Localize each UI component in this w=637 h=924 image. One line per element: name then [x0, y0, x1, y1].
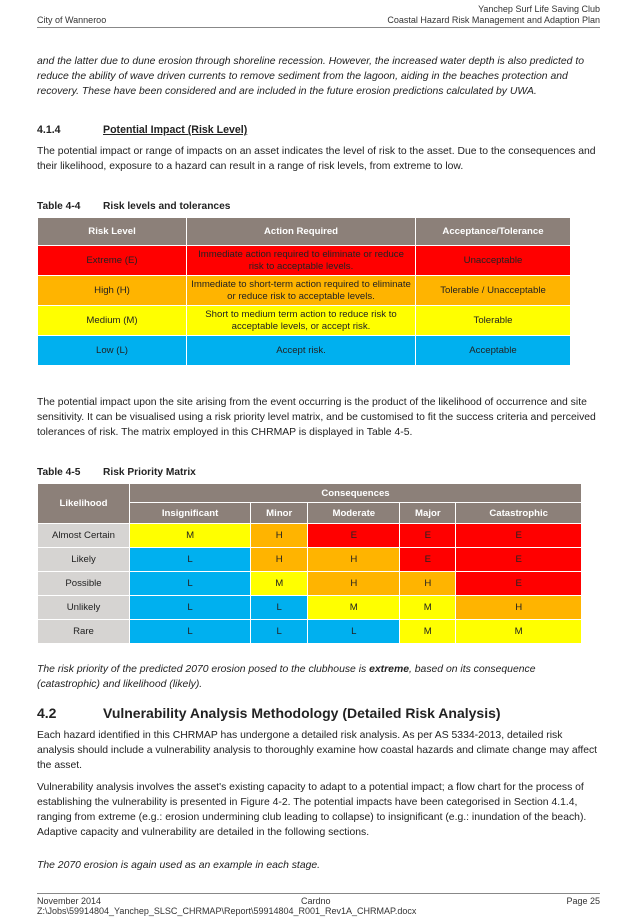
header-divider	[37, 27, 600, 28]
table-4-5-caption: Table 4-5 Risk Priority Matrix	[37, 467, 600, 478]
header-client: City of Wanneroo	[37, 15, 107, 25]
matrix-row: Possible L M H H E	[37, 571, 582, 596]
caption-number: Table 4-4	[37, 201, 81, 212]
section-number: 4.2	[37, 705, 57, 721]
matrix-row: Almost Certain M H E E E	[37, 523, 582, 548]
matrix-cell: E	[399, 523, 457, 548]
matrix-cell: M	[455, 619, 582, 644]
risk-tolerance-cell: Tolerable / Unacceptable	[415, 275, 571, 306]
risk-tolerance-cell: Acceptable	[415, 335, 571, 366]
risk-tolerance-cell: Tolerable	[415, 305, 571, 336]
matrix-cell: H	[307, 547, 401, 572]
matrix-cell: M	[399, 595, 457, 620]
matrix-row: Unlikely L L M M H	[37, 595, 582, 620]
matrix-cell: M	[250, 571, 309, 596]
matrix-row: Rare L L L M M	[37, 619, 582, 644]
risk-levels-table: Risk Level Action Required Acceptance/To…	[37, 217, 571, 366]
footer-divider	[37, 893, 600, 894]
matrix-cell: L	[307, 619, 401, 644]
likelihood-label: Rare	[37, 619, 130, 644]
risk-note-bold: extreme	[369, 664, 409, 675]
risk-level-row: Extreme (E) Immediate action required to …	[37, 245, 571, 276]
matrix-cell: E	[307, 523, 401, 548]
footer-company: Cardno	[301, 896, 331, 906]
header-project-line1: Yanchep Surf Life Saving Club	[478, 4, 600, 14]
risk-action-cell: Short to medium term action to reduce ri…	[186, 305, 416, 336]
matrix-cell: H	[399, 571, 457, 596]
risk-note-paragraph: The risk priority of the predicted 2070 …	[37, 662, 600, 692]
footer-file-path: Z:\Jobs\59914804_Yanchep_SLSC_CHRMAP\Rep…	[37, 906, 417, 916]
matrix-cell: L	[128, 619, 252, 644]
matrix-cell: L	[250, 595, 309, 620]
header-project-line2: Coastal Hazard Risk Management and Adapt…	[387, 15, 600, 25]
matrix-cell: M	[399, 619, 457, 644]
section-4-2-para1: Each hazard identified in this CHRMAP ha…	[37, 730, 598, 771]
section-4-1-4-heading: 4.1.4 Potential Impact (Risk Level)	[37, 124, 600, 136]
intro-paragraph: and the latter due to dune erosion throu…	[37, 56, 584, 97]
risk-action-cell: Immediate action required to eliminate o…	[186, 245, 416, 276]
likelihood-label: Almost Certain	[37, 523, 130, 548]
consequence-column-header: Catastrophic	[455, 502, 582, 524]
col-header: Action Required	[186, 217, 416, 246]
risk-level-row: Medium (M) Short to medium term action to…	[37, 305, 571, 336]
section-4-1-4-body: The potential impact or range of impacts…	[37, 146, 596, 172]
matrix-cell: H	[307, 571, 401, 596]
table-header-row: Risk Level Action Required Acceptance/To…	[37, 217, 571, 246]
matrix-cell: E	[455, 547, 582, 572]
matrix-cell: L	[128, 571, 252, 596]
matrix-cell: L	[250, 619, 309, 644]
matrix-cell: H	[250, 523, 309, 548]
likelihood-label: Possible	[37, 571, 130, 596]
risk-level-cell: High (H)	[37, 275, 187, 306]
matrix-cell: M	[307, 595, 401, 620]
section-4-2-para2: Vulnerability analysis involves the asse…	[37, 782, 587, 838]
matrix-intro-paragraph: The potential impact upon the site arisi…	[37, 397, 596, 438]
table-4-4-caption: Table 4-4 Risk levels and tolerances	[37, 201, 600, 212]
header-project: Yanchep Surf Life Saving Club Coastal Ha…	[387, 4, 600, 26]
caption-title: Risk levels and tolerances	[103, 201, 231, 212]
risk-level-cell: Medium (M)	[37, 305, 187, 336]
footer-date: November 2014	[37, 896, 102, 906]
matrix-cell: H	[250, 547, 309, 572]
caption-title: Risk Priority Matrix	[103, 467, 196, 478]
consequences-header: Consequences	[129, 483, 582, 503]
section-title: Potential Impact (Risk Level)	[103, 124, 248, 136]
likelihood-label: Unlikely	[37, 595, 130, 620]
risk-level-row: High (H) Immediate to short-term action r…	[37, 275, 571, 306]
risk-level-cell: Extreme (E)	[37, 245, 187, 276]
col-header: Acceptance/Tolerance	[415, 217, 571, 246]
risk-action-cell: Immediate to short-term action required …	[186, 275, 416, 306]
likelihood-label: Likely	[37, 547, 130, 572]
risk-note-text: The risk priority of the predicted 2070 …	[37, 664, 370, 675]
risk-note-text-end: , based on its consequence (catastrophic…	[37, 664, 536, 690]
consequence-column-header: Minor	[250, 502, 309, 524]
matrix-cell: E	[399, 547, 457, 572]
caption-number: Table 4-5	[37, 467, 81, 478]
col-header: Risk Level	[37, 217, 187, 246]
section-4-2-heading: 4.2 Vulnerability Analysis Methodology (D…	[37, 705, 600, 721]
consequence-column-header: Major	[399, 502, 457, 524]
matrix-cell: M	[128, 523, 252, 548]
consequence-column-header: Moderate	[307, 502, 401, 524]
risk-priority-matrix: Likelihood Consequences Insignificant Min…	[37, 483, 582, 644]
matrix-cell: L	[128, 595, 252, 620]
matrix-cell: E	[455, 523, 582, 548]
likelihood-header: Likelihood	[37, 483, 130, 524]
risk-action-cell: Accept risk.	[186, 335, 416, 366]
matrix-cell: H	[455, 595, 582, 620]
risk-level-row: Low (L) Accept risk. Acceptable	[37, 335, 571, 366]
section-4-2-para3: The 2070 erosion is again used as an exa…	[37, 860, 321, 871]
consequence-column-header: Insignificant	[128, 502, 252, 524]
footer-page-number: Page 25	[566, 896, 600, 906]
matrix-cell: L	[128, 547, 252, 572]
section-number: 4.1.4	[37, 124, 61, 136]
section-title: Vulnerability Analysis Methodology (Deta…	[103, 705, 501, 721]
matrix-row: Likely L H H E E	[37, 547, 582, 572]
consequence-columns-row: Insignificant Minor Moderate Major Catastrop…	[38, 502, 582, 524]
matrix-cell: E	[455, 571, 582, 596]
matrix-header-row: Likelihood Consequences	[37, 483, 582, 524]
risk-tolerance-cell: Unacceptable	[415, 245, 571, 276]
risk-level-cell: Low (L)	[37, 335, 187, 366]
